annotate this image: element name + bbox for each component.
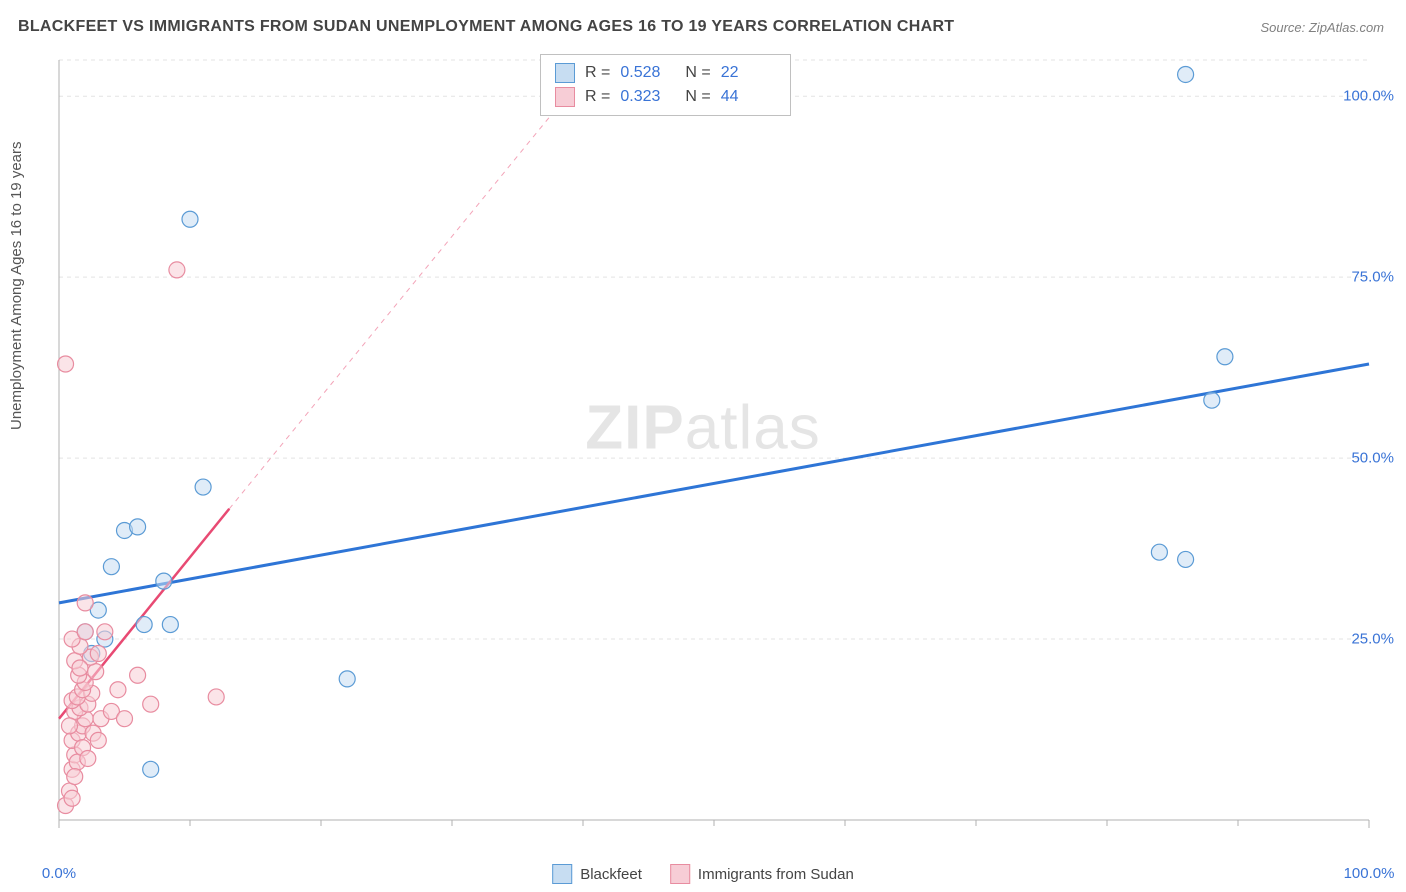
- scatter-chart-svg: [55, 50, 1385, 840]
- r-value: 0.528: [620, 64, 675, 82]
- n-label: N =: [685, 64, 710, 82]
- y-axis-label: Unemployment Among Ages 16 to 19 years: [8, 141, 25, 430]
- y-tick-label: 75.0%: [1351, 269, 1394, 286]
- legend-swatch: [670, 864, 690, 884]
- series-legend: Blackfeet Immigrants from Sudan: [552, 864, 854, 884]
- legend-label: Blackfeet: [580, 866, 642, 883]
- legend-item: Immigrants from Sudan: [670, 864, 854, 884]
- chart-title: BLACKFEET VS IMMIGRANTS FROM SUDAN UNEMP…: [18, 18, 954, 36]
- legend-label: Immigrants from Sudan: [698, 866, 854, 883]
- n-value: 22: [721, 64, 776, 82]
- r-value: 0.323: [620, 88, 675, 106]
- correlation-legend-row: R = 0.323 N = 44: [555, 85, 776, 109]
- y-tick-label: 25.0%: [1351, 631, 1394, 648]
- legend-item: Blackfeet: [552, 864, 642, 884]
- x-tick-label: 0.0%: [42, 865, 76, 882]
- r-label: R =: [585, 64, 610, 82]
- y-tick-label: 100.0%: [1343, 88, 1394, 105]
- y-tick-label: 50.0%: [1351, 450, 1394, 467]
- n-label: N =: [685, 88, 710, 106]
- legend-swatch: [555, 87, 575, 107]
- legend-swatch: [555, 63, 575, 83]
- source-attribution: Source: ZipAtlas.com: [1260, 20, 1384, 35]
- x-tick-label: 100.0%: [1344, 865, 1395, 882]
- chart-area: [55, 50, 1385, 840]
- correlation-legend: R = 0.528 N = 22 R = 0.323 N = 44: [540, 54, 791, 116]
- correlation-legend-row: R = 0.528 N = 22: [555, 61, 776, 85]
- n-value: 44: [721, 88, 776, 106]
- r-label: R =: [585, 88, 610, 106]
- legend-swatch: [552, 864, 572, 884]
